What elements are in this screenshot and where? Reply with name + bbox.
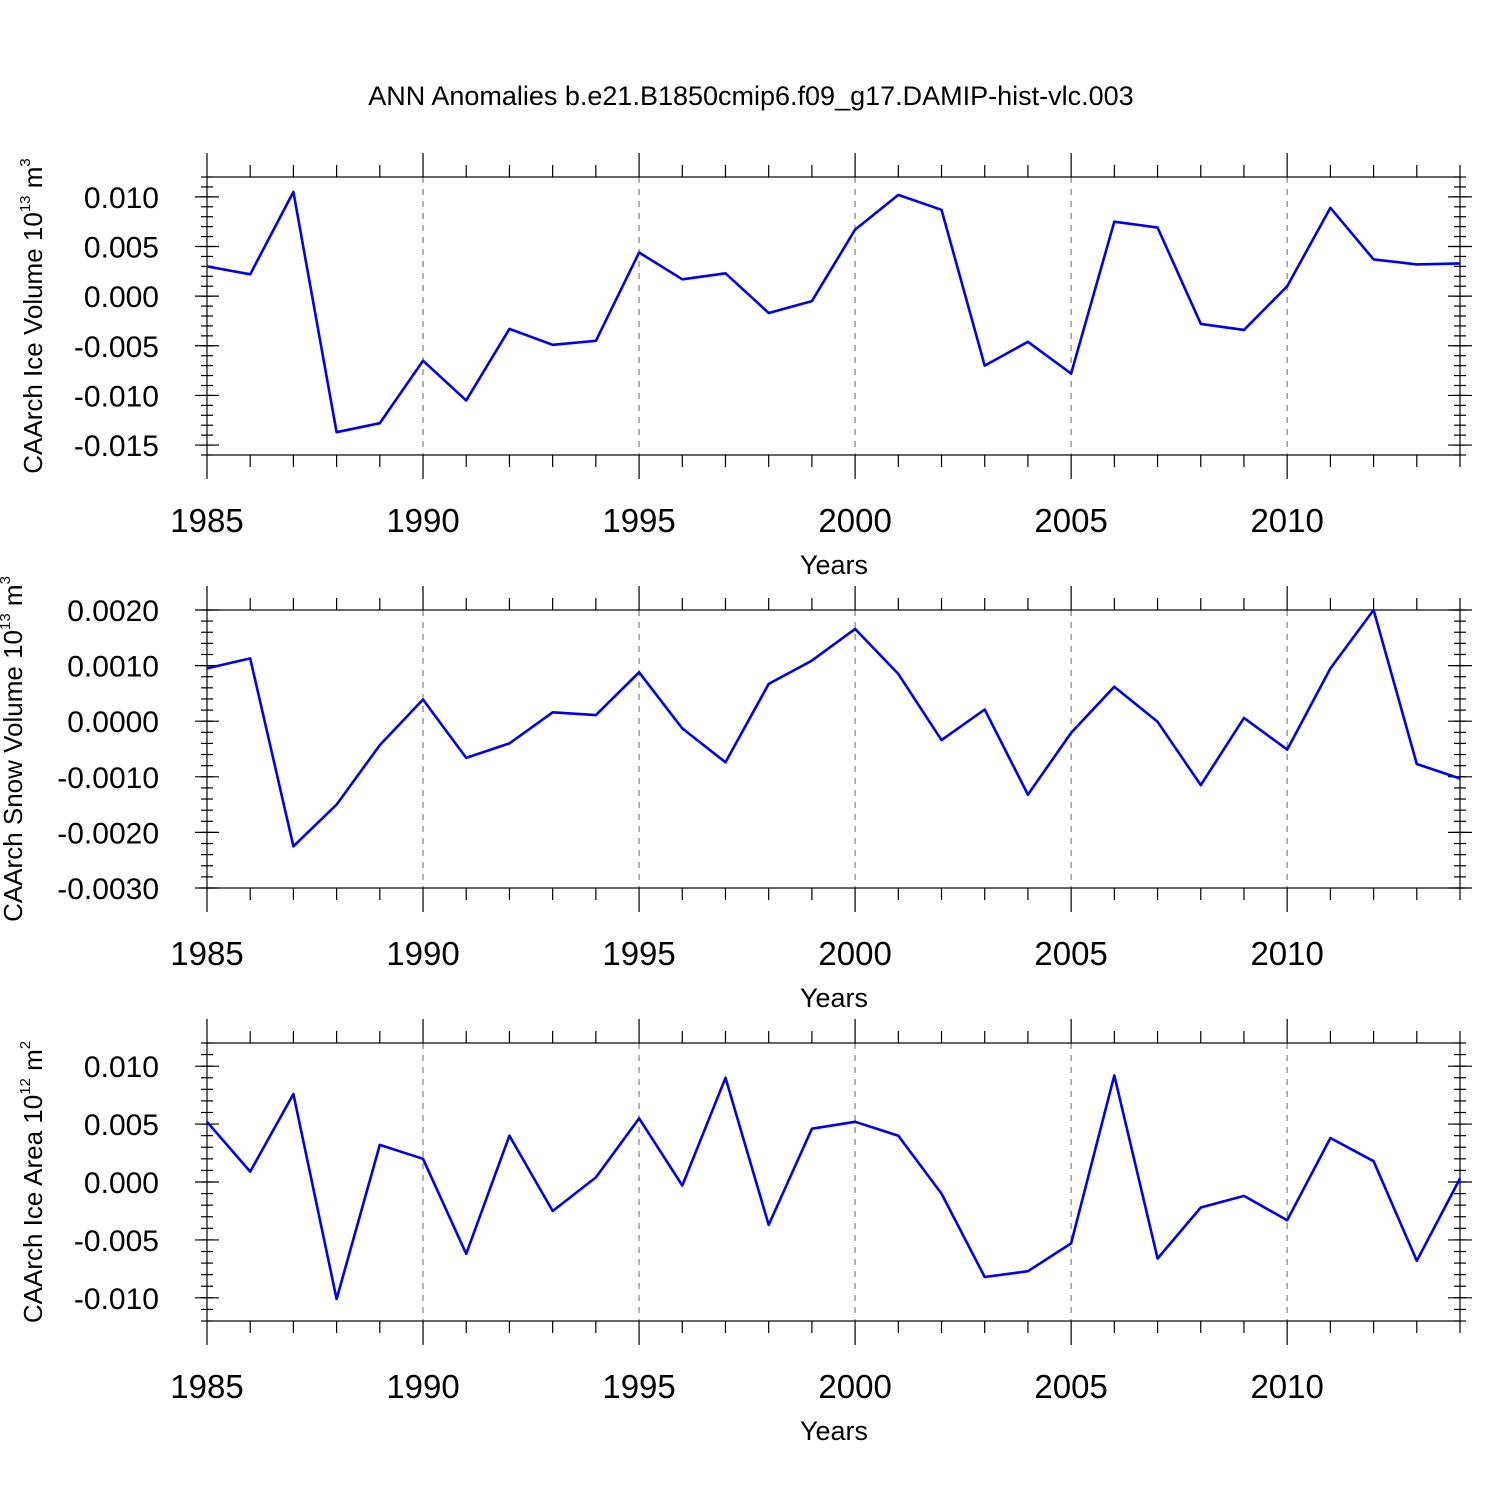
x-tick-label: 1990 bbox=[386, 502, 459, 539]
y-tick-label: 0.0000 bbox=[67, 706, 159, 739]
y-axis-label: CAArch Ice Volume 1013 m3 bbox=[17, 158, 48, 474]
y-axis-label: CAArch Ice Area 1012 m2 bbox=[17, 1041, 48, 1323]
x-tick-label: 2000 bbox=[818, 1368, 891, 1405]
x-tick-label: 2005 bbox=[1034, 935, 1107, 972]
plot-frame bbox=[206, 176, 1461, 456]
y-tick-label: -0.010 bbox=[74, 1283, 159, 1316]
y-tick-label: -0.005 bbox=[74, 331, 159, 364]
chart-panel-3: 0.010 0.005 0.000 -0.005 -0.010 1985 1990 1995 2… bbox=[17, 1019, 1472, 1446]
plot-frame bbox=[206, 1042, 1461, 1322]
x-tick-label: 2000 bbox=[818, 935, 891, 972]
y-tick-label: -0.0010 bbox=[57, 762, 159, 795]
x-tick-label: 2010 bbox=[1250, 935, 1323, 972]
x-tick-label: 1995 bbox=[602, 502, 675, 539]
x-tick-label: 1985 bbox=[170, 935, 243, 972]
x-tick-label: 1995 bbox=[602, 1368, 675, 1405]
x-tick-label: 2005 bbox=[1034, 1368, 1107, 1405]
y-axis-label: CAArch Snow Volume 1013 m3 bbox=[0, 576, 28, 922]
y-tick-label: 0.0010 bbox=[67, 651, 159, 684]
y-tick-label: 0.010 bbox=[84, 182, 159, 215]
y-tick-label: 0.000 bbox=[84, 281, 159, 314]
series-line bbox=[206, 190, 1461, 434]
x-tick-label: 2010 bbox=[1250, 1368, 1323, 1405]
y-tick-label: -0.005 bbox=[74, 1225, 159, 1258]
y-tick-label: 0.005 bbox=[84, 1109, 159, 1142]
x-tick-label: 1995 bbox=[602, 935, 675, 972]
y-tick-label: 0.005 bbox=[84, 232, 159, 265]
y-tick-label: -0.010 bbox=[74, 380, 159, 413]
y-tick-label: -0.015 bbox=[74, 430, 159, 463]
x-tick-label: 2000 bbox=[818, 502, 891, 539]
x-tick-label: 2010 bbox=[1250, 502, 1323, 539]
chart-panel-1: 0.010 0.005 0.000 -0.005 -0.010 -0.015 1985 199… bbox=[17, 153, 1472, 580]
series-line bbox=[206, 1074, 1462, 1301]
series-line bbox=[206, 608, 1461, 848]
x-tick-label: 1985 bbox=[170, 1368, 243, 1405]
x-axis-label: Years bbox=[800, 550, 868, 580]
x-tick-label: 1990 bbox=[386, 1368, 459, 1405]
x-axis-label: Years bbox=[800, 983, 868, 1013]
y-tick-label: 0.000 bbox=[84, 1167, 159, 1200]
figure-title: ANN Anomalies b.e21.B1850cmip6.f09_g17.D… bbox=[368, 81, 1133, 111]
x-tick-label: 2005 bbox=[1034, 502, 1107, 539]
x-tick-label: 1985 bbox=[170, 502, 243, 539]
y-tick-label: -0.0030 bbox=[57, 873, 159, 906]
y-tick-label: 0.0020 bbox=[67, 595, 159, 628]
y-tick-label: 0.010 bbox=[84, 1051, 159, 1084]
chart-panel-2: 0.0020 0.0010 0.0000 -0.0010 -0.0020 -0.0030 1… bbox=[0, 576, 1472, 1013]
x-tick-label: 1990 bbox=[386, 935, 459, 972]
y-tick-label: -0.0020 bbox=[57, 817, 159, 850]
plot-frame bbox=[206, 609, 1461, 889]
x-axis-label: Years bbox=[800, 1416, 868, 1446]
